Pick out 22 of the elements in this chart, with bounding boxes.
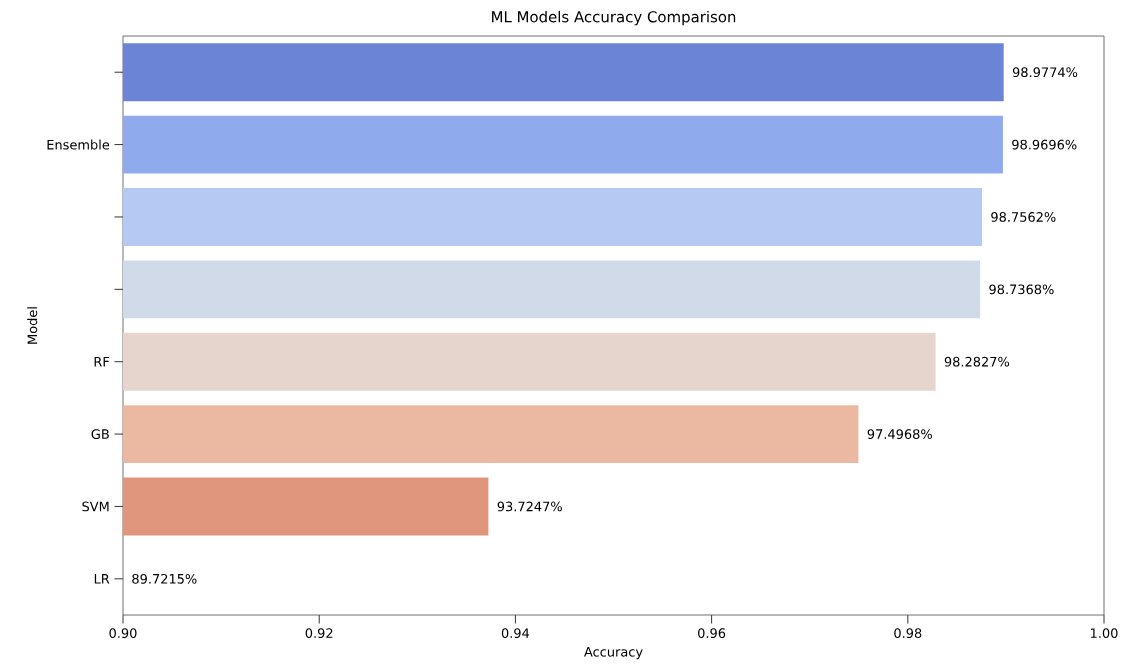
y-axis-title: Model	[27, 307, 38, 344]
y-tick-label: LR	[94, 574, 110, 584]
y-tick-label: Ensemble	[47, 139, 110, 150]
data-label: 97.4968%	[867, 429, 932, 439]
text: 89.7215%	[132, 573, 197, 584]
x-tick-label: 0.94	[501, 628, 530, 639]
y-tick-label: GB	[91, 429, 109, 439]
x-tick-label: 0.98	[894, 628, 922, 639]
data-label: 98.7368%	[989, 284, 1054, 295]
x-axis-title: Accuracy	[584, 647, 643, 660]
x-tick-label: 0.96	[698, 628, 726, 639]
data-label: 93.7247%	[497, 501, 562, 512]
x-tick-label: 1.00	[1091, 628, 1118, 639]
y-tick-label: RF	[94, 356, 110, 367]
data-label: 98.9696%	[1012, 139, 1077, 150]
data-label: 98.2827%	[944, 356, 1010, 367]
data-label: 98.9774%	[1012, 67, 1078, 78]
chart-title: ML Models Accuracy Comparison	[492, 10, 736, 26]
y-tick-label: SVM	[82, 501, 109, 512]
x-tick-label: 0.92	[305, 628, 333, 639]
x-tick-label: 0.90	[109, 628, 137, 639]
data-label: 98.7562%	[991, 212, 1056, 222]
